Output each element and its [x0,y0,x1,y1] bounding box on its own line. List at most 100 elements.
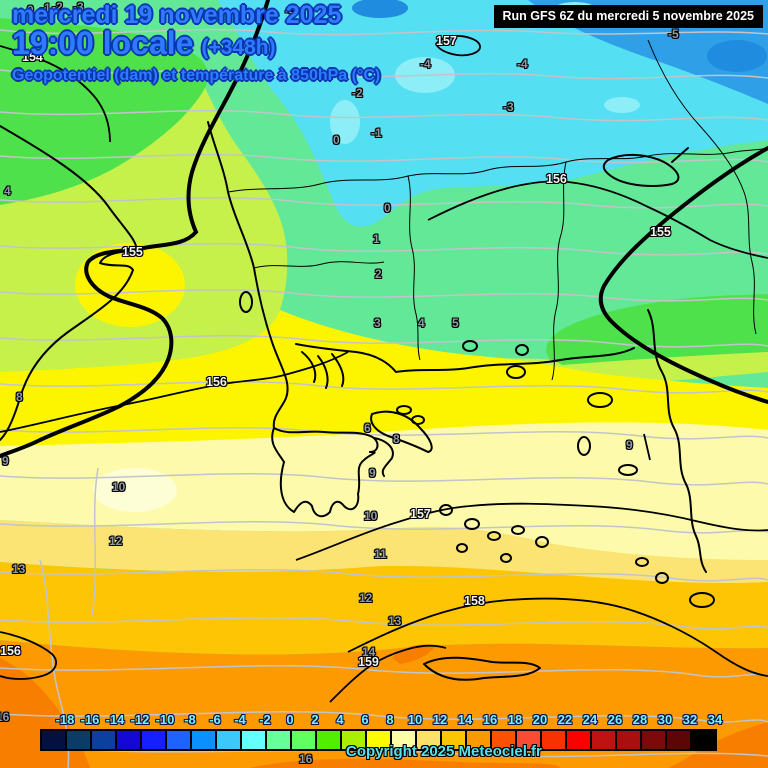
temperature-label: -3 [503,100,514,114]
colorbar-tick: 0 [286,712,294,727]
temperature-label: 8 [16,390,23,404]
geopotential-label: 157 [410,507,431,521]
colorbar-tick: -8 [184,712,196,727]
colorbar-cell [617,731,642,749]
colorbar-tick: -10 [155,712,175,727]
colorbar-cell [417,731,442,749]
title-forecast-offset: (+348h) [201,36,276,59]
colorbar-tick: -2 [259,712,271,727]
temperature-label: -4 [517,57,528,71]
colorbar-tick: 18 [507,712,523,727]
colorbar-tick: 14 [457,712,473,727]
colorbar-tick: 28 [632,712,648,727]
colorbar-cell [592,731,617,749]
temperature-label: 9 [369,466,376,480]
colorbar-tick: 32 [682,712,698,727]
colorbar-cell [517,731,542,749]
colorbar-cell [342,731,367,749]
geopotential-contours-thick [0,0,768,458]
title-date: mercredi 19 novembre 2025 [12,1,342,29]
country-borders [227,39,768,381]
geopotential-label: 154 [22,50,43,64]
temperature-label: 13 [388,614,402,628]
colorbar-cell [117,731,142,749]
colorbar-tick: 12 [432,712,448,727]
colorbar-tick: -16 [80,712,100,727]
title-subtitle: Geopotentiel (dam) et température à 850h… [12,67,381,84]
geopotential-label: 155 [650,225,671,239]
temperature-label: 1 [373,232,380,246]
temperature-label: 12 [359,591,373,605]
colorbar-cell [567,731,592,749]
colorbar-cell [667,731,692,749]
temperature-label: -4 [285,4,296,18]
colorbar-tick: 34 [707,712,723,727]
temperature-label: 10 [364,509,378,523]
colorbar-cell [67,731,92,749]
colorbar-tick: 24 [582,712,598,727]
colorbar-tick: 6 [361,712,369,727]
temperature-label: 0 [333,133,340,147]
temperature-label: 9 [626,438,633,452]
temperature-label: 3 [374,316,381,330]
temperature-label: -3 [73,0,84,14]
temperature-label: 2 [375,267,382,281]
temperature-label: 10 [112,480,126,494]
temperature-label: 11 [374,547,387,561]
title-time: 19:00 locale [12,25,194,61]
temperature-label: 14 [362,645,376,659]
colorbar-tick: -4 [234,712,246,727]
colorbar-cell [217,731,242,749]
colorbar-cell [92,731,117,749]
colorbar-tick: 2 [311,712,319,727]
temperature-label: -5 [668,27,679,41]
coastlines [0,121,715,681]
colorbar-tick: 30 [657,712,673,727]
gray-contour-lines [0,28,768,768]
geopotential-label: 156 [206,375,227,389]
colorbar-cell [367,731,392,749]
temperature-label: 13 [12,562,26,576]
title-time-row: 19:00 locale (+348h) [12,25,276,62]
colorbar-cell [642,731,667,749]
colorbar-cell [192,731,217,749]
colorbar-tick: -18 [55,712,75,727]
temperature-label: 4 [418,316,425,330]
run-info-box: Run GFS 6Z du mercredi 5 novembre 2025 [493,5,763,28]
geopotential-label: 155 [122,245,143,259]
geopotential-label: 157 [436,34,457,48]
temperature-label: 0 [384,201,391,215]
colorbar-tick: -14 [105,712,125,727]
colorbar-tick: 10 [407,712,423,727]
colorbar-tick: 16 [482,712,498,727]
colorbar-cell [317,731,342,749]
colorbar-cell [267,731,292,749]
colorbar-tick: 22 [557,712,573,727]
colorbar-cell [692,731,715,749]
temperature-label: 6 [364,421,371,435]
temperature-label: -4 [420,57,431,71]
geopotential-label: 158 [464,594,485,608]
temperature-label: 12 [109,534,123,548]
colorbar-tick: 20 [532,712,548,727]
colorbar-cell [542,731,567,749]
colorbar [40,729,717,751]
temperature-label: 9 [2,454,9,468]
colorbar-cell [142,731,167,749]
colorbar-tick: -12 [130,712,150,727]
colorbar-cell [167,731,192,749]
geopotential-label: 159 [358,655,379,669]
temperature-label: -2 [352,86,363,100]
temperature-label: 5 [452,316,459,330]
temperature-label: -2 [52,0,63,14]
colorbar-cell [392,731,417,749]
colorbar-tick: 4 [336,712,344,727]
geopotential-label: 156 [546,172,567,186]
geopotential-label: 156 [0,644,21,658]
colorbar-tick: 8 [386,712,394,727]
colorbar-cell [242,731,267,749]
colorbar-tick: 26 [607,712,623,727]
